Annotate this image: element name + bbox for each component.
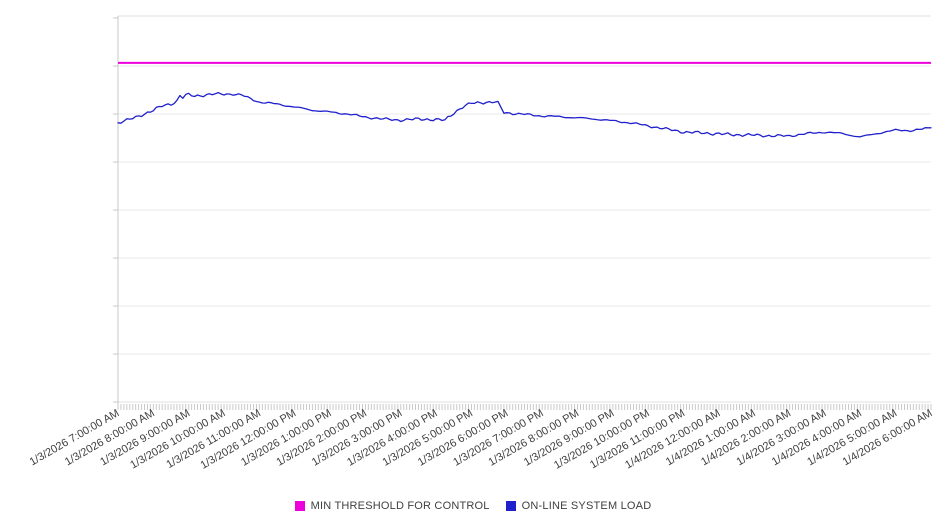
legend-label-online-system-load: ON-LINE SYSTEM LOAD bbox=[521, 500, 652, 512]
legend-item-online-system-load[interactable]: ON-LINE SYSTEM LOAD bbox=[505, 500, 652, 512]
chart-legend: MIN THRESHOLD FOR CONTROL ON-LINE SYSTEM… bbox=[0, 495, 946, 517]
legend-swatch-online-system-load bbox=[505, 501, 516, 511]
load-line bbox=[117, 91, 932, 138]
legend-item-min-threshold[interactable]: MIN THRESHOLD FOR CONTROL bbox=[294, 500, 490, 512]
legend-label-min-threshold: MIN THRESHOLD FOR CONTROL bbox=[310, 500, 490, 512]
legend-swatch-min-threshold bbox=[294, 501, 305, 511]
